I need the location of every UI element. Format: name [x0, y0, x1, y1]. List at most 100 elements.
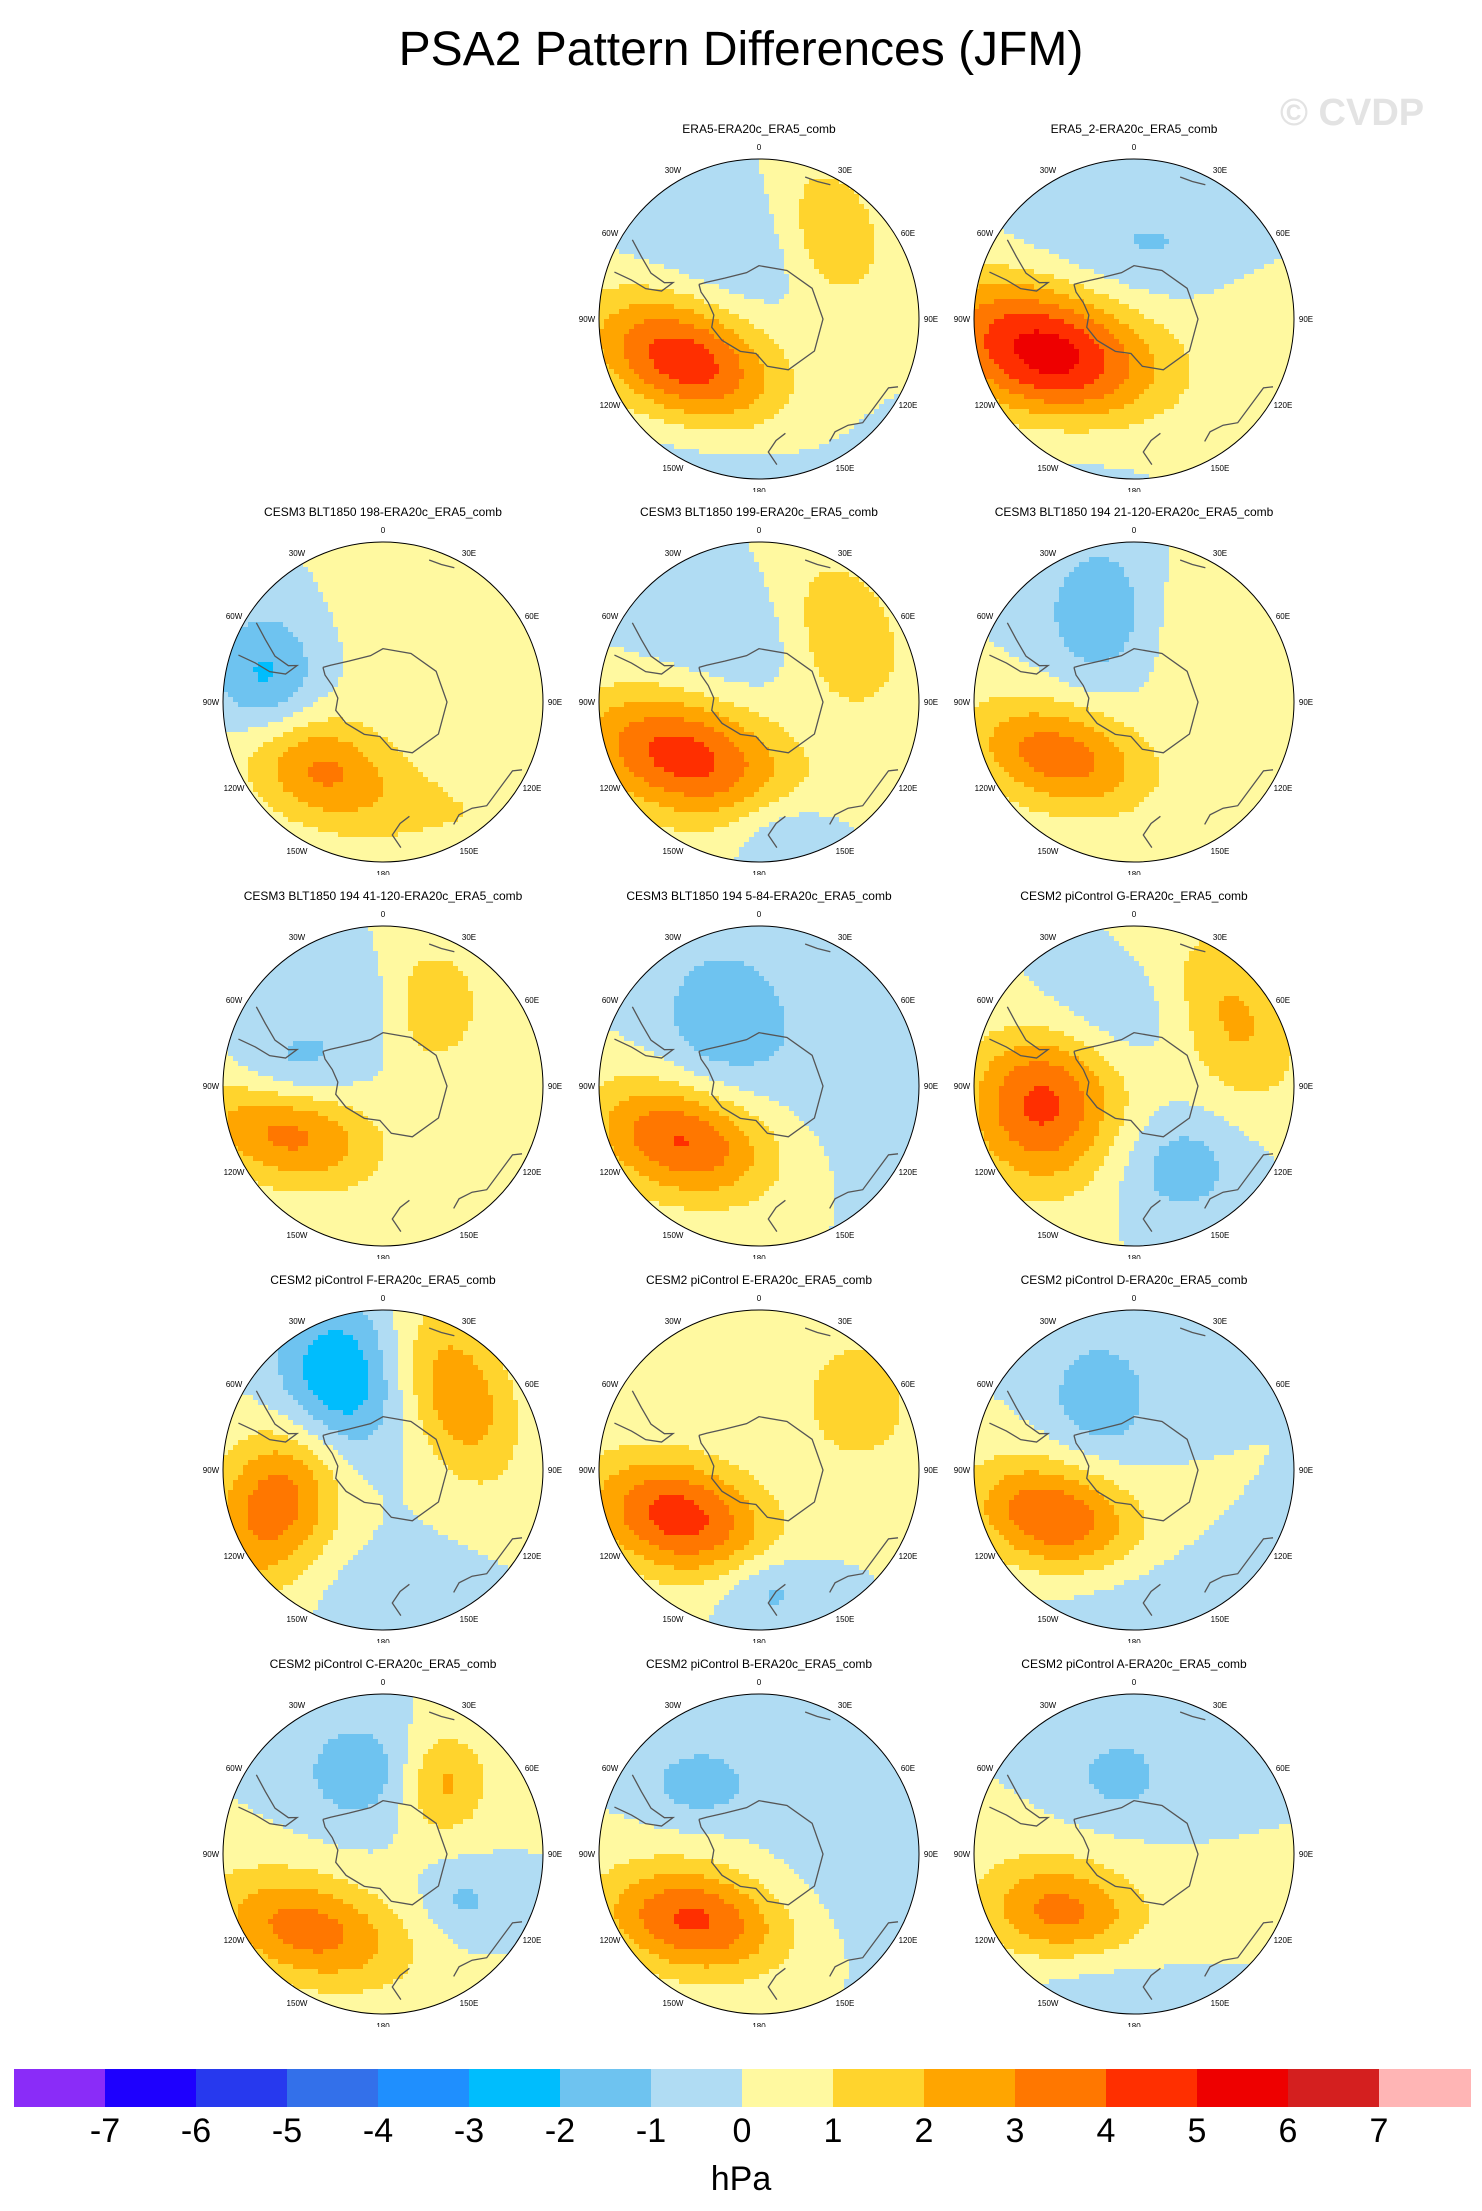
longitude-label: 60W: [977, 1380, 994, 1389]
longitude-label: 90W: [579, 315, 596, 324]
colorbar-tick-label: 3: [985, 2112, 1045, 2151]
longitude-label: 120E: [899, 784, 918, 793]
colorbar-swatch: [1379, 2069, 1471, 2107]
coastline: [698, 1031, 824, 1138]
longitude-label: 150W: [287, 1615, 308, 1624]
coastline: [1179, 1711, 1206, 1721]
map-panel: CESM2 piControl B-ERA20c_ERA5_comb 0 30E 60…: [574, 1657, 944, 2032]
longitude-label: 150E: [1211, 1231, 1230, 1240]
coastline: [238, 1006, 300, 1059]
longitude-label: 150E: [836, 1231, 855, 1240]
polar-map: 0 30E 60E 90E 120E 150E 180 150W 120W 90W 60W 30W: [579, 910, 938, 1259]
longitude-label: 90E: [1299, 315, 1313, 324]
longitude-label: 150E: [836, 847, 855, 856]
panel-title: CESM3 BLT1850 194 5-84-ERA20c_ERA5_comb: [574, 889, 944, 903]
longitude-label: 120E: [523, 1936, 542, 1945]
longitude-label: 120E: [523, 1168, 542, 1177]
panel-title: CESM2 piControl D-ERA20c_ERA5_comb: [949, 1273, 1319, 1287]
map-panel: CESM2 piControl C-ERA20c_ERA5_comb 0 30E 60…: [198, 1657, 568, 2032]
longitude-label: 30E: [838, 166, 852, 175]
longitude-label: 30E: [1213, 166, 1227, 175]
colorbar-swatch: [14, 2069, 106, 2107]
longitude-label: 30W: [289, 1701, 306, 1710]
longitude-label: 90W: [954, 698, 971, 707]
longitude-label: 150E: [460, 847, 479, 856]
longitude-label: 60W: [602, 229, 619, 238]
coastline: [391, 1583, 410, 1616]
coastline: [1179, 943, 1206, 953]
longitude-label: 90E: [548, 1082, 562, 1091]
longitude-label: 120E: [899, 1936, 918, 1945]
longitude-label: 150W: [287, 847, 308, 856]
map-panel: CESM3 BLT1850 199-ERA20c_ERA5_comb 0 30E 60…: [574, 505, 944, 880]
longitude-label: 150W: [663, 464, 684, 473]
longitude-label: 180: [1127, 870, 1141, 875]
colorbar-tick-label: 1: [803, 2112, 863, 2151]
longitude-label: 30W: [1040, 933, 1057, 942]
longitude-label: 90W: [579, 1466, 596, 1475]
longitude-label: 150E: [460, 1615, 479, 1624]
longitude-label: 120E: [1274, 401, 1293, 410]
longitude-label: 60E: [525, 1380, 539, 1389]
colorbar-tick-label: 7: [1349, 2112, 1409, 2151]
longitude-label: 30E: [838, 1317, 852, 1326]
contour-field: [223, 542, 543, 862]
coastline: [453, 1153, 523, 1209]
map-border: [973, 158, 1295, 480]
colorbar-swatch: [1015, 2069, 1107, 2107]
longitude-label: 30W: [1040, 166, 1057, 175]
colorbar-tick-label: 0: [712, 2112, 772, 2151]
coastline: [767, 815, 786, 848]
contour-field: [974, 542, 1294, 862]
coastline: [428, 559, 455, 569]
longitude-label: 60W: [602, 1380, 619, 1389]
map-panel: ERA5_2-ERA20c_ERA5_comb 0 30E 60E 90E 120E 150…: [949, 122, 1319, 497]
coastline: [1073, 1031, 1199, 1138]
coastline: [1179, 1327, 1206, 1337]
longitude-label: 30W: [1040, 1317, 1057, 1326]
longitude-label: 30W: [289, 1317, 306, 1326]
longitude-label: 0: [381, 910, 386, 919]
contour-field: [223, 926, 543, 1246]
colorbar-swatch: [287, 2069, 379, 2107]
longitude-label: 120W: [975, 1936, 996, 1945]
longitude-label: 30E: [1213, 1317, 1227, 1326]
polar-map: 0 30E 60E 90E 120E 150E 180 150W 120W 90W 60W 30W: [579, 1678, 938, 2027]
longitude-label: 120E: [523, 784, 542, 793]
longitude-label: 150E: [460, 1999, 479, 2008]
polar-map: 0 30E 60E 90E 120E 150E 180 150W 120W 90W 60W 30W: [954, 1678, 1313, 2027]
contour-field: [599, 1310, 919, 1630]
coastline: [428, 1711, 455, 1721]
coastline: [804, 1711, 831, 1721]
coastline: [767, 1199, 786, 1232]
coastline: [1142, 815, 1161, 848]
longitude-label: 60W: [226, 612, 243, 621]
coastline: [614, 1390, 676, 1443]
longitude-label: 90E: [548, 698, 562, 707]
contour-field: [974, 159, 1294, 479]
coastline: [767, 1967, 786, 2000]
longitude-label: 150E: [1211, 1999, 1230, 2008]
coastline: [989, 239, 1051, 292]
longitude-label: 0: [381, 1678, 386, 1687]
coastline: [614, 622, 676, 675]
panel-title: CESM2 piControl B-ERA20c_ERA5_comb: [574, 1657, 944, 1671]
coastline: [322, 1031, 448, 1138]
coastline: [238, 1774, 300, 1827]
coastline: [829, 1537, 899, 1593]
coastline: [391, 1199, 410, 1232]
polar-map: 0 30E 60E 90E 120E 150E 180 150W 120W 90W 60W 30W: [203, 526, 562, 875]
panel-title: CESM3 BLT1850 198-ERA20c_ERA5_comb: [198, 505, 568, 519]
map-panel: CESM2 piControl G-ERA20c_ERA5_comb 0 30E 60…: [949, 889, 1319, 1264]
longitude-label: 180: [1127, 487, 1141, 492]
coastline: [989, 622, 1051, 675]
coastline: [829, 1921, 899, 1977]
longitude-label: 60E: [1276, 996, 1290, 1005]
longitude-label: 0: [757, 1294, 762, 1303]
longitude-label: 180: [376, 2022, 390, 2027]
polar-map: 0 30E 60E 90E 120E 150E 180 150W 120W 90W 60W 30W: [203, 1294, 562, 1643]
longitude-label: 150E: [1211, 464, 1230, 473]
longitude-label: 180: [752, 1638, 766, 1643]
coastline: [238, 622, 300, 675]
longitude-label: 90E: [924, 315, 938, 324]
